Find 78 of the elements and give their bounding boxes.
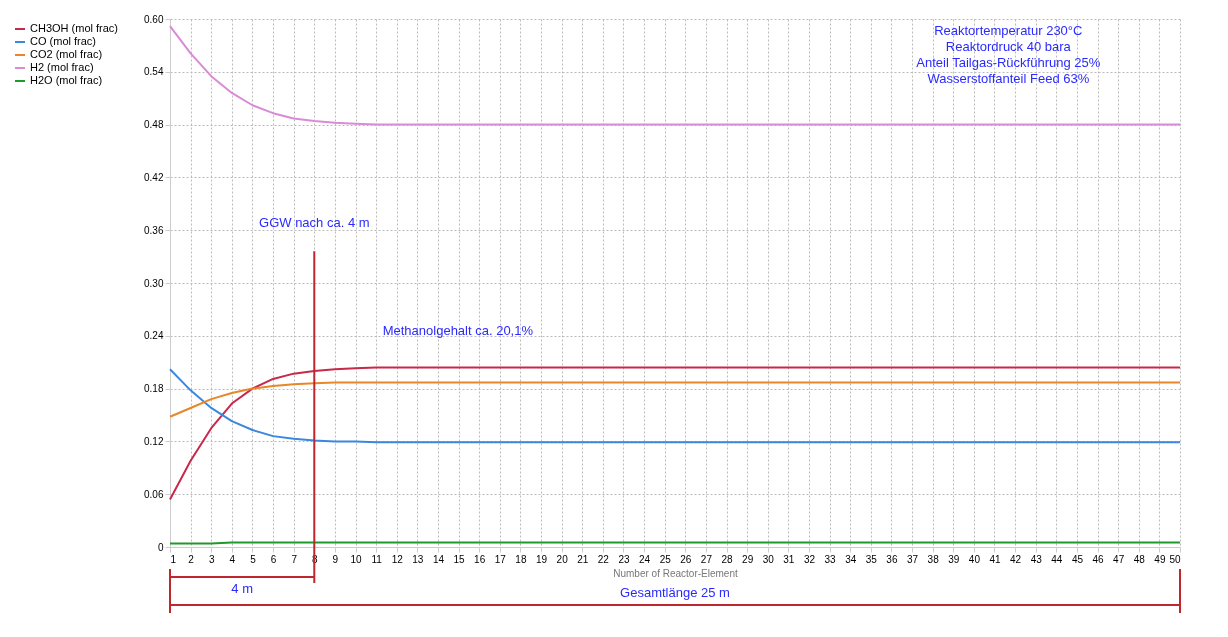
- y-tick-label: 0.54: [144, 66, 164, 78]
- line-series: [169, 368, 1181, 444]
- x-tick-label: 15: [453, 553, 466, 565]
- line-series: [169, 381, 1181, 418]
- x-tick-label: 48: [1133, 553, 1146, 565]
- annotation: Wasserstoffanteil Feed 63%: [927, 71, 1090, 86]
- x-tick-label: 32: [803, 553, 816, 565]
- x-tick-label: 29: [742, 553, 754, 565]
- x-tick-label: 43: [1030, 553, 1043, 565]
- x-tick-label: 12: [391, 553, 404, 565]
- y-tick-label: 0.60: [144, 13, 164, 25]
- x-tick-label: 7: [291, 553, 298, 565]
- legend-label: CH3OH (mol frac): [30, 22, 119, 34]
- x-tick-label: 33: [824, 553, 837, 565]
- y-tick-label: 0.36: [144, 224, 164, 236]
- x-tick-label: 36: [886, 553, 898, 565]
- x-tick-label: 5: [250, 553, 257, 565]
- x-tick-label: 17: [494, 553, 507, 565]
- x-tick-label: 21: [577, 553, 589, 565]
- ref-line-label: GGW nach ca. 4 m: [259, 215, 370, 231]
- x-tick-label: 30: [762, 553, 775, 565]
- legend-label: CO2 (mol frac): [30, 48, 103, 60]
- x-tick-label: 31: [783, 553, 795, 565]
- x-tick-label: 24: [639, 553, 651, 565]
- x-tick-label: 26: [680, 553, 692, 565]
- x-tick-label: 47: [1113, 553, 1125, 565]
- annotation: Anteil Tailgas-Rückführung 25%: [916, 55, 1101, 70]
- annotation: Reaktortemperatur 230°C: [934, 23, 1083, 38]
- x-tick-label: 42: [1010, 553, 1022, 565]
- x-tick-label: 34: [845, 553, 857, 565]
- x-tick-label: 22: [597, 553, 610, 565]
- x-tick-label: 38: [927, 553, 940, 565]
- line-series: [169, 25, 1181, 126]
- annotation: Methanolgehalt ca. 20,1%: [382, 323, 534, 339]
- x-tick-label: 18: [515, 553, 527, 565]
- y-tick-label: 0.18: [144, 383, 164, 395]
- x-tick-label: 50: [1169, 553, 1181, 565]
- x-tick-label: 16: [474, 553, 486, 565]
- x-tick-label: 10: [350, 553, 363, 565]
- x-tick-label: 6: [270, 553, 277, 565]
- legend-label: H2O (mol frac): [30, 74, 103, 86]
- x-tick-label: 45: [1071, 553, 1084, 565]
- x-tick-label: 19: [535, 553, 548, 565]
- y-tick-label: 0: [157, 541, 164, 553]
- x-tick-label: 25: [659, 553, 672, 565]
- x-tick-label: 27: [700, 553, 713, 565]
- legend-label: H2 (mol frac): [30, 61, 94, 73]
- y-tick-label: 0.42: [144, 171, 164, 183]
- y-tick-label: 0.12: [144, 435, 164, 447]
- x-tick-label: 35: [865, 553, 878, 565]
- x-tick-label: 9: [332, 553, 339, 565]
- x-tick-label: 14: [432, 553, 445, 565]
- y-tick-label: 0.30: [144, 277, 164, 289]
- y-tick-label: 0.48: [144, 119, 164, 131]
- x-tick-label: 4: [229, 553, 236, 565]
- x-tick-label: 23: [618, 553, 630, 565]
- x-tick-label: 11: [371, 553, 383, 565]
- x-tick-label: 39: [948, 553, 960, 565]
- x-tick-label: 3: [208, 553, 215, 565]
- text: Gesamtlänge 25 m: [620, 585, 730, 600]
- x-tick-label: 46: [1092, 553, 1105, 565]
- text: 4 m: [231, 581, 253, 596]
- line-series: [169, 366, 1181, 501]
- x-tick-label: 13: [412, 553, 424, 565]
- x-tick-label: 49: [1154, 553, 1166, 565]
- x-tick-label: 37: [906, 553, 919, 565]
- x-tick-label: 1: [170, 553, 177, 565]
- x-tick-label: 44: [1051, 553, 1063, 565]
- x-tick-label: 41: [989, 553, 1001, 565]
- x-tick-label: 20: [556, 553, 569, 565]
- annotation: Reaktordruck 40 bara: [945, 39, 1072, 54]
- x-axis-title: Number of Reactor-Element: [613, 567, 738, 579]
- x-tick-label: 2: [188, 553, 195, 565]
- x-tick-label: 40: [968, 553, 981, 565]
- x-tick-label: 28: [721, 553, 734, 565]
- y-tick-label: 0.24: [144, 330, 164, 342]
- legend-label: CO (mol frac): [30, 35, 96, 47]
- y-tick-label: 0.06: [144, 488, 164, 500]
